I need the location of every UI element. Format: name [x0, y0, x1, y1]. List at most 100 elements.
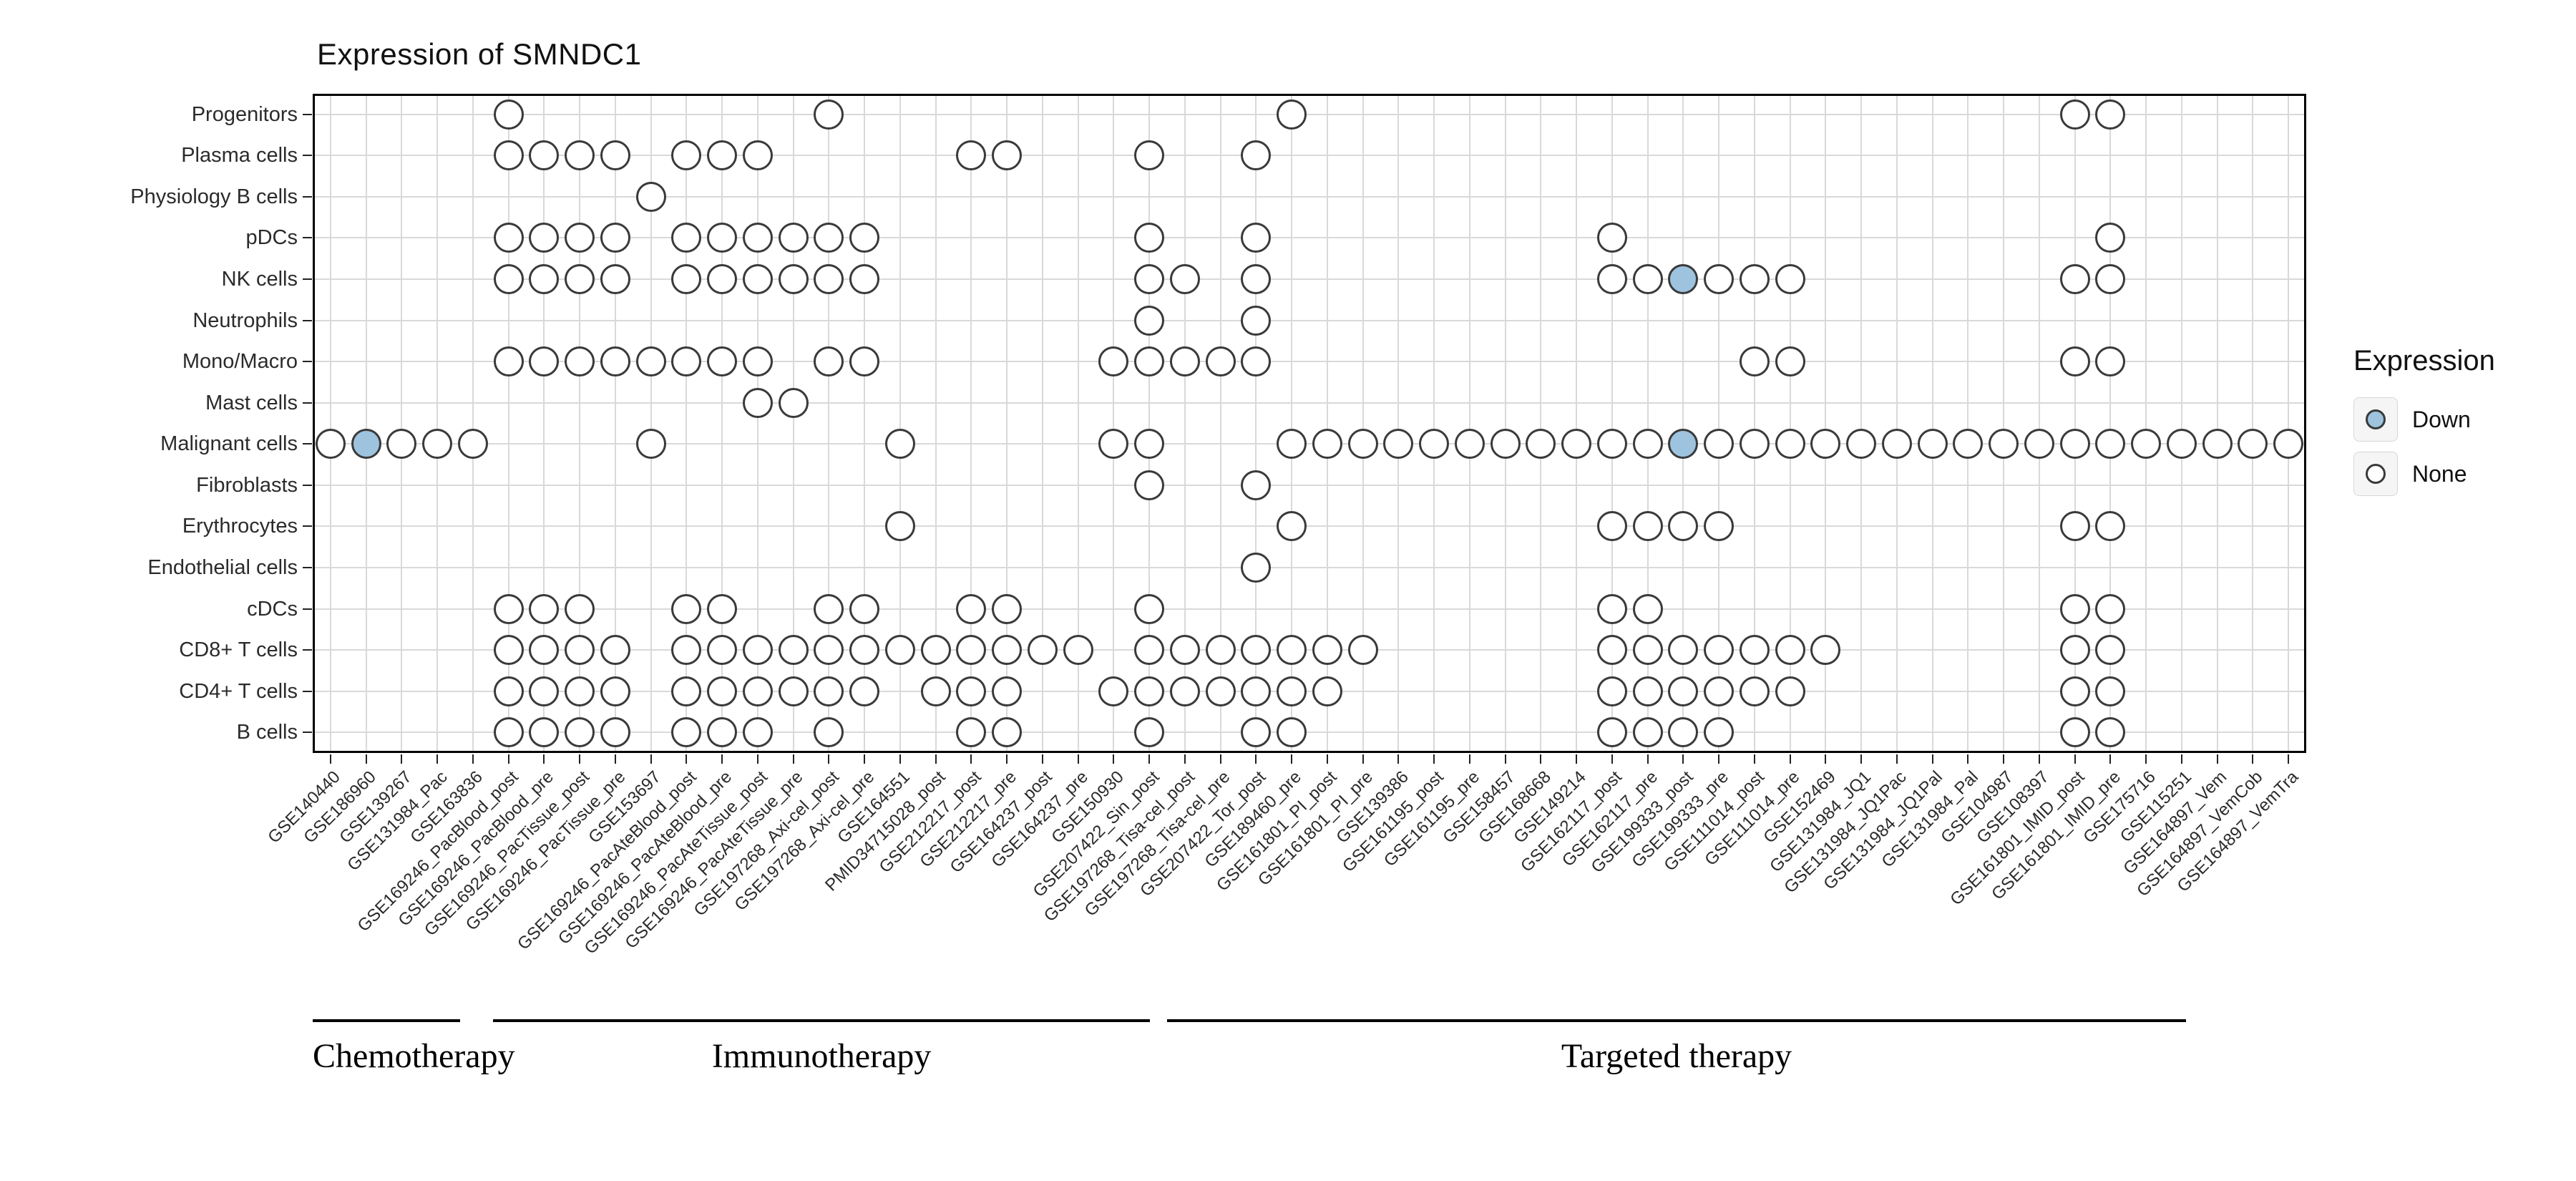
none-dot — [992, 676, 1023, 706]
group-bracket — [1167, 1019, 2186, 1022]
none-dot — [742, 140, 773, 171]
x-axis-tick — [650, 754, 652, 764]
x-axis-tick — [1682, 754, 1684, 764]
none-dot — [1277, 511, 1307, 542]
x-axis-tick — [1896, 754, 1898, 764]
y-axis-tick — [303, 525, 312, 528]
none-dot — [2095, 99, 2126, 130]
grid-line-vertical — [507, 94, 509, 753]
none-dot — [565, 346, 595, 377]
none-dot — [1277, 635, 1307, 666]
none-dot — [884, 429, 915, 460]
row-label: Physiology B cells — [130, 185, 298, 208]
none-dot — [2059, 635, 2090, 666]
none-dot — [1596, 676, 1627, 706]
none-dot — [814, 635, 844, 666]
group-bracket — [313, 1019, 461, 1022]
grid-line-vertical — [401, 94, 403, 753]
none-dot — [671, 635, 702, 666]
none-dot — [1347, 635, 1378, 666]
none-dot — [1596, 635, 1627, 666]
none-dot — [2059, 99, 2090, 130]
none-dot — [1739, 635, 1770, 666]
x-axis-tick — [1291, 754, 1293, 764]
none-dot — [707, 346, 738, 377]
none-dot — [992, 140, 1023, 171]
grid-line-horizontal — [313, 608, 2306, 610]
none-dot — [1953, 429, 1984, 460]
row-label: Fibroblasts — [196, 473, 298, 497]
x-axis-tick — [2003, 754, 2005, 764]
none-dot — [1704, 717, 1735, 748]
none-dot — [1632, 429, 1663, 460]
grid-line-horizontal — [313, 195, 2306, 198]
none-dot — [1169, 264, 1200, 295]
row-label: Plasma cells — [181, 144, 298, 167]
x-axis-tick — [1113, 754, 1115, 764]
none-dot — [671, 346, 702, 377]
x-axis-tick — [686, 754, 688, 764]
grid-line-vertical — [1041, 94, 1043, 753]
grid-line-vertical — [1433, 94, 1435, 753]
none-dot — [1134, 717, 1165, 748]
y-axis-tick — [303, 113, 312, 115]
x-axis-tick — [401, 754, 403, 764]
grid-line-vertical — [828, 94, 830, 753]
grid-line-vertical — [2145, 94, 2147, 753]
grid-line-vertical — [721, 94, 723, 753]
none-dot — [2059, 511, 2090, 542]
none-dot — [1277, 676, 1307, 706]
row-label: Neutrophils — [192, 308, 298, 332]
none-dot — [1312, 676, 1342, 706]
none-dot — [2024, 429, 2054, 460]
none-dot — [956, 140, 987, 171]
none-dot — [1134, 429, 1165, 460]
none-dot — [1632, 264, 1663, 295]
grid-line-horizontal — [313, 443, 2306, 445]
down-dot — [351, 429, 381, 460]
grid-line-vertical — [1291, 94, 1293, 753]
none-dot — [1134, 305, 1165, 336]
none-dot — [956, 717, 987, 748]
none-dot — [671, 717, 702, 748]
none-dot — [1596, 264, 1627, 295]
grid-line-vertical — [1540, 94, 1542, 753]
x-axis-tick — [507, 754, 509, 764]
none-dot — [1241, 552, 1272, 583]
x-axis-tick — [2038, 754, 2040, 764]
grid-line-horizontal — [313, 566, 2306, 568]
grid-line-vertical — [1896, 94, 1898, 753]
none-dot — [1810, 429, 1841, 460]
none-dot — [814, 593, 844, 624]
group-bracket — [493, 1019, 1151, 1022]
y-axis-tick — [303, 566, 312, 568]
none-dot — [2095, 635, 2126, 666]
none-dot — [707, 593, 738, 624]
row-label: Malignant cells — [160, 432, 298, 456]
none-dot — [565, 140, 595, 171]
none-dot — [1739, 264, 1770, 295]
y-axis-tick — [303, 608, 312, 610]
y-axis-tick — [303, 402, 312, 404]
x-axis-tick — [1540, 754, 1542, 764]
grid-line-vertical — [1825, 94, 1827, 753]
none-dot — [2095, 593, 2126, 624]
none-dot — [2059, 717, 2090, 748]
none-dot — [565, 264, 595, 295]
legend-key-down — [2353, 397, 2398, 442]
none-dot — [1241, 305, 1272, 336]
none-dot — [1134, 223, 1165, 253]
none-dot — [671, 140, 702, 171]
x-axis-tick — [1219, 754, 1221, 764]
grid-line-vertical — [543, 94, 545, 753]
x-axis-tick — [864, 754, 866, 764]
grid-line-vertical — [650, 94, 652, 753]
none-dot — [920, 635, 951, 666]
grid-line-vertical — [1504, 94, 1506, 753]
grid-line-vertical — [686, 94, 688, 753]
none-dot — [493, 676, 524, 706]
x-axis-tick — [1576, 754, 1578, 764]
none-dot — [1277, 429, 1307, 460]
none-dot — [920, 676, 951, 706]
grid-line-vertical — [1611, 94, 1613, 753]
